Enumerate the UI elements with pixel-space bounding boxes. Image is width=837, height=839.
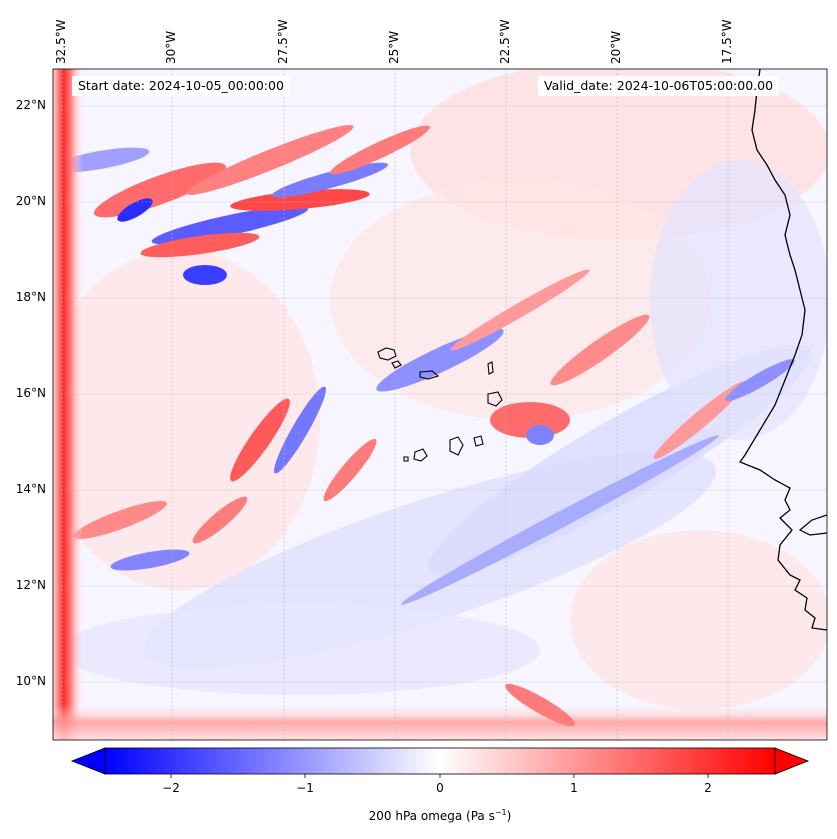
colorbar-title-end: ) bbox=[506, 809, 512, 823]
colorbar-tick-label: 1 bbox=[570, 781, 578, 795]
lat-tick-label: 10°N bbox=[15, 674, 46, 688]
lat-tick-label: 22°N bbox=[15, 98, 46, 112]
colorbar-title-exponent: −1 bbox=[494, 808, 507, 817]
valid-date-label: Valid_date: 2024-10-06T05:00:00.00 bbox=[538, 76, 780, 96]
coastline bbox=[738, 69, 827, 631]
colorbar bbox=[70, 747, 810, 778]
colorbar-extend-high bbox=[774, 747, 810, 775]
colorbar-tick-label: −1 bbox=[296, 781, 314, 795]
colorbar-tick-label: −2 bbox=[162, 781, 180, 795]
cape-verde-islands bbox=[377, 347, 503, 462]
colorbar-title: 200 hPa omega (Pa s−1) bbox=[0, 808, 837, 823]
lat-tick-label: 20°N bbox=[15, 194, 46, 208]
lat-tick-label: 12°N bbox=[15, 578, 46, 592]
lat-tick-label: 14°N bbox=[15, 482, 46, 496]
colorbar-title-text: 200 hPa omega (Pa s bbox=[368, 809, 495, 823]
colorbar-tick-label: 0 bbox=[436, 781, 444, 795]
lat-tick-label: 16°N bbox=[15, 386, 46, 400]
lat-tick-label: 18°N bbox=[15, 290, 46, 304]
colorbar-gradient bbox=[104, 747, 776, 775]
colorbar-extend-low bbox=[70, 747, 106, 775]
colorbar-tick-label: 2 bbox=[704, 781, 712, 795]
omega-field bbox=[53, 69, 827, 740]
start-date-label: Start date: 2024-10-05_00:00:00 bbox=[72, 76, 290, 96]
